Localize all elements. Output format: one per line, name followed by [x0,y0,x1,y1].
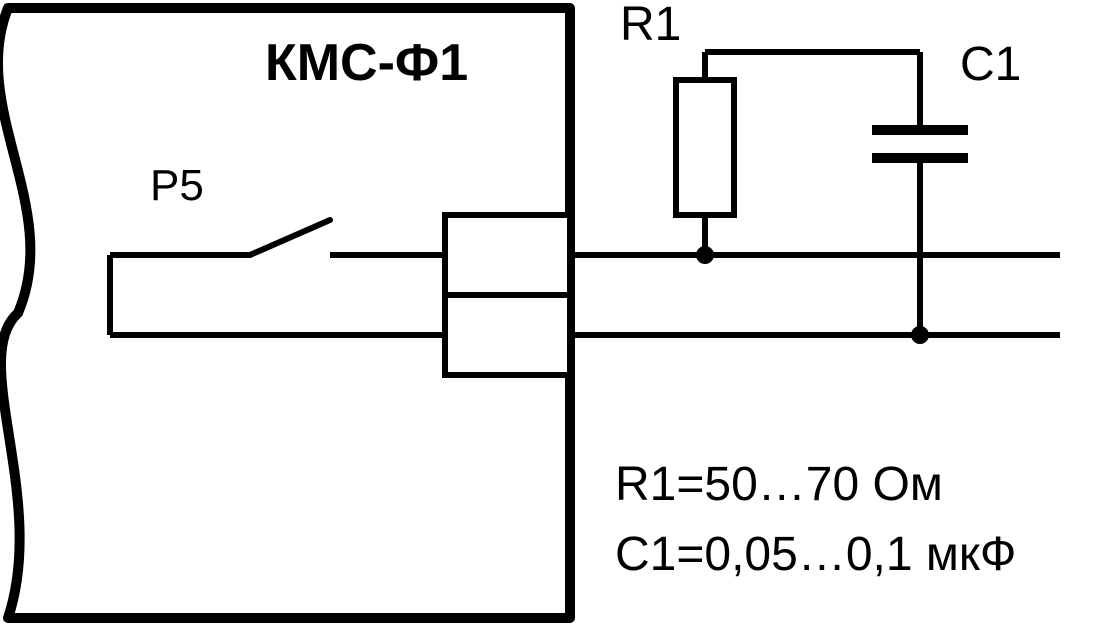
label-C1: C1 [960,38,1021,91]
label-note-R: R1=50…70 Ом [615,458,943,511]
label-device-title: КМС-Ф1 [265,34,468,92]
terminal-top [445,215,570,295]
resistor-R1 [676,80,734,215]
terminal-bottom [445,295,570,375]
label-R1: R1 [620,0,681,51]
label-relay: Р5 [150,161,204,210]
circuit-diagram: КМС-Ф1 Р5 R1 C1 R1=50…70 Ом C1=0,05…0,1 мкФ [0,0,1110,626]
label-note-C: C1=0,05…0,1 мкФ [615,528,1016,581]
